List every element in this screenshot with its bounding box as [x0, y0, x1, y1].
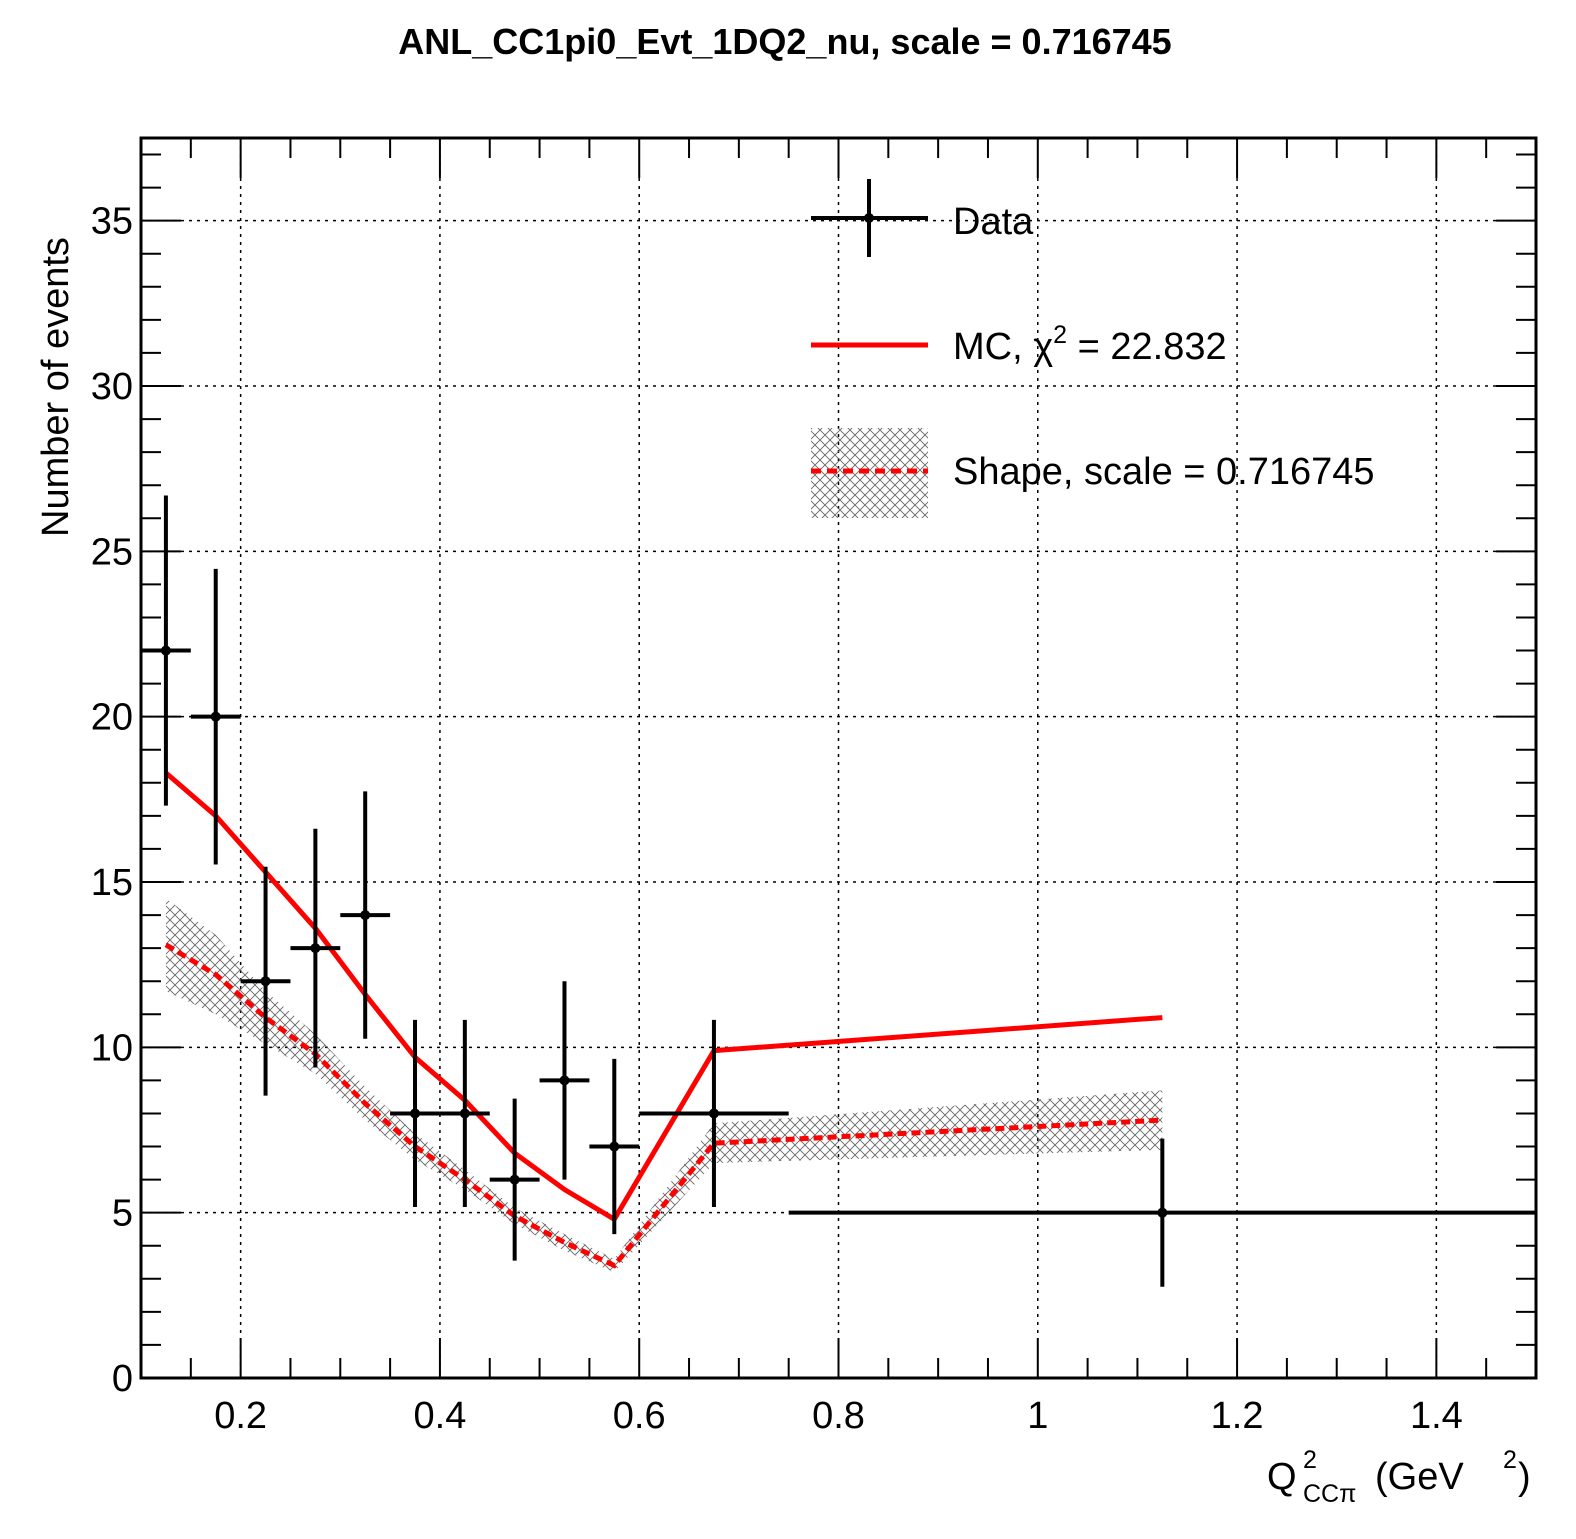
legend-mc-prefix: MC, [953, 326, 1033, 368]
data-point [439, 1019, 490, 1208]
data-point [290, 828, 341, 1068]
x-axis-label-base: Q [1267, 1456, 1297, 1498]
data-marker [609, 1141, 620, 1152]
data-series-group [141, 495, 1536, 1287]
legend-mc-chi: χ [1033, 326, 1053, 368]
data-marker [410, 1108, 421, 1119]
x-axis-label-sup: 2 [1303, 1446, 1317, 1474]
x-tick-label: 1.2 [1211, 1395, 1264, 1437]
data-point [589, 1058, 640, 1235]
x-tick-label: 1 [1027, 1395, 1048, 1437]
data-point [240, 866, 291, 1096]
x-tick-label: 0.8 [812, 1395, 865, 1437]
tick-labels: 0.2 0.4 0.6 0.8 1 1.2 1.4 0 5 10 15 20 25 30 35 [91, 201, 1463, 1437]
shape-uncertainty-band-group [165, 898, 1163, 1273]
data-point [639, 1019, 789, 1208]
data-point [340, 791, 391, 1039]
legend: Data MC, χ2 = 22.832 Shape, scale = 0.71… [811, 179, 1375, 518]
x-axis-label-unit-sup: 2 [1503, 1446, 1517, 1474]
shape-series-group [164, 942, 1163, 1269]
legend-mc-chi-sup: 2 [1053, 321, 1067, 349]
x-axis-label-unit: (GeV [1375, 1456, 1464, 1498]
data-marker [260, 976, 271, 987]
data-marker [1157, 1207, 1168, 1218]
y-tick-label: 30 [91, 366, 133, 408]
legend-mc-suffix: = 22.832 [1067, 326, 1227, 368]
y-tick-label: 10 [91, 1027, 133, 1069]
y-tick-label: 0 [112, 1358, 133, 1400]
data-marker [160, 645, 171, 656]
x-tick-label: 0.2 [214, 1395, 267, 1437]
grid [141, 138, 1536, 1378]
x-axis-label-unit-close: ) [1518, 1456, 1531, 1498]
shape-line [164, 942, 1163, 1269]
x-tick-label: 0.6 [613, 1395, 666, 1437]
shape-uncertainty-band [165, 898, 1163, 1273]
x-axis-label: Q 2 CCπ (GeV 2 ) [1267, 1446, 1531, 1508]
axis-ticks [140, 138, 1537, 1379]
data-marker [708, 1108, 719, 1119]
legend-data-label: Data [953, 201, 1034, 243]
data-marker [310, 943, 321, 954]
data-point [190, 568, 241, 865]
data-point [390, 1019, 440, 1208]
y-tick-label: 20 [91, 697, 133, 739]
y-tick-label: 5 [112, 1193, 133, 1235]
data-marker [360, 910, 371, 921]
legend-data-marker [811, 179, 928, 257]
x-axis-label-sub: CCπ [1303, 1480, 1356, 1508]
legend-mc-label: MC, χ2 = 22.832 [953, 321, 1227, 368]
x-tick-label: 1.4 [1410, 1395, 1463, 1437]
y-tick-label: 35 [91, 201, 133, 243]
legend-shape-label: Shape, scale = 0.716745 [953, 451, 1375, 493]
data-marker [509, 1174, 520, 1185]
y-tick-label: 25 [91, 531, 133, 573]
data-point [539, 981, 590, 1180]
mc-series-group [164, 770, 1163, 1222]
data-marker [210, 711, 221, 722]
data-marker [559, 1075, 570, 1086]
chart-title: ANL_CC1pi0_Evt_1DQ2_nu, scale = 0.716745 [398, 21, 1171, 62]
y-tick-label: 15 [91, 862, 133, 904]
data-marker [459, 1108, 470, 1119]
data-point [489, 1098, 540, 1261]
y-axis-label: Number of events [35, 237, 77, 537]
data-point [788, 1138, 1536, 1287]
mc-line [164, 770, 1163, 1222]
x-tick-label: 0.4 [414, 1395, 467, 1437]
